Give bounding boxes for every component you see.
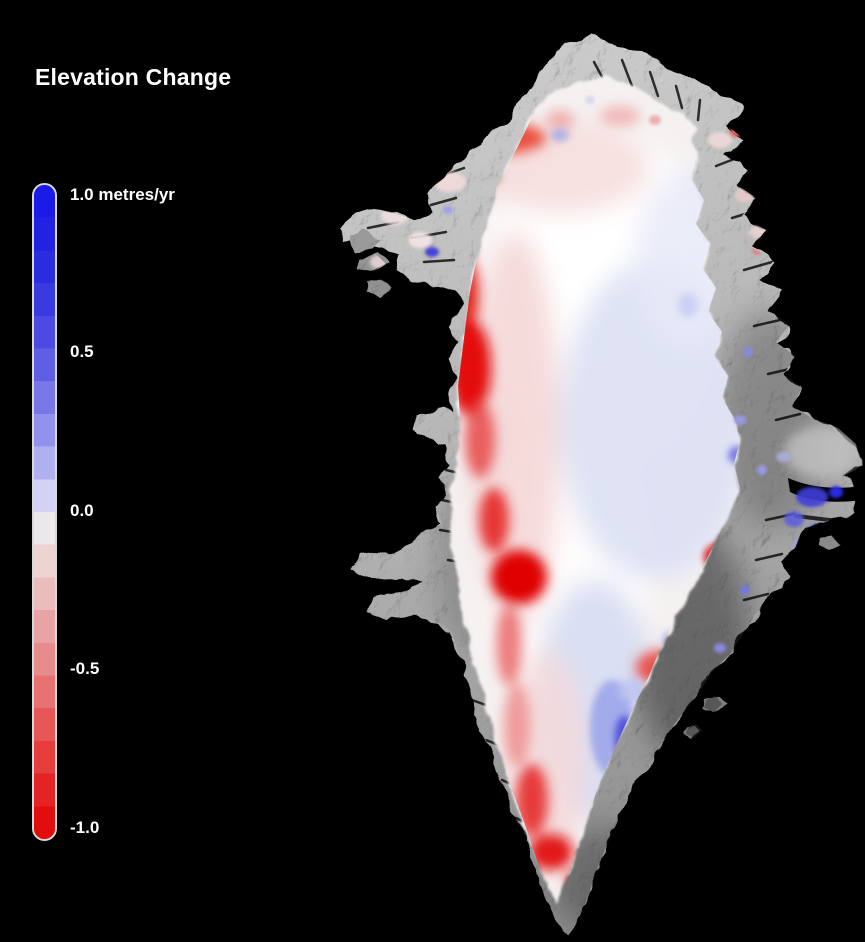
colorbar-tick-zero: 0.0: [70, 501, 94, 520]
colorbar-tick-max: 1.0 metres/yr: [70, 185, 175, 204]
colorbar-gradient: [34, 185, 55, 839]
colorbar: [32, 183, 57, 841]
colorbar-tick-0-5: 0.5: [70, 342, 94, 361]
colorbar-tick-neg-0-5: -0.5: [70, 659, 100, 678]
page-title: Elevation Change: [35, 64, 232, 90]
broad-washes: [470, 123, 740, 870]
colorbar-tick-min: -1.0: [70, 818, 100, 837]
